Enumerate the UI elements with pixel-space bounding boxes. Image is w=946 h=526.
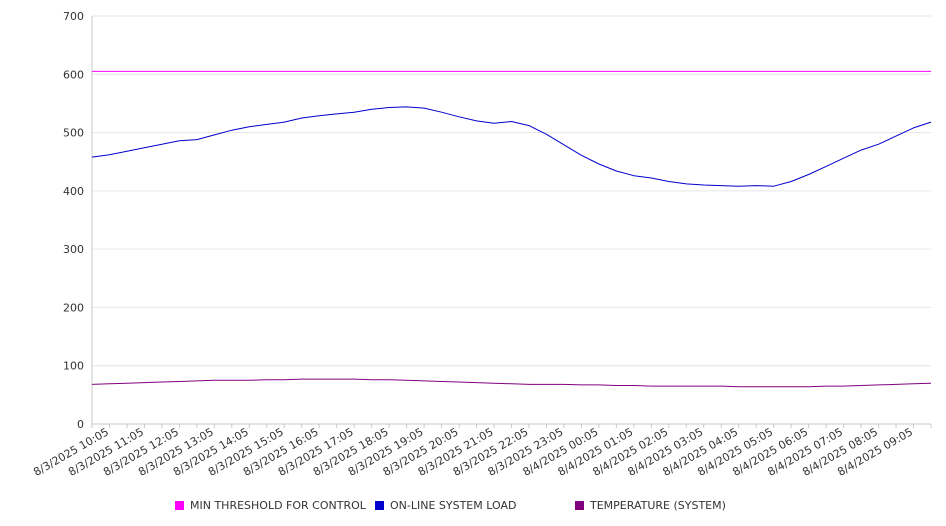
axes bbox=[91, 16, 931, 425]
series-line-1 bbox=[91, 106, 932, 187]
x-axis-ticks bbox=[91, 424, 932, 428]
y-tick-label: 400 bbox=[63, 185, 84, 198]
y-tick-label: 0 bbox=[77, 418, 84, 431]
legend-item-system-load[interactable]: ON-LINE SYSTEM LOAD bbox=[375, 499, 516, 512]
legend-item-temperature[interactable]: TEMPERATURE (SYSTEM) bbox=[575, 499, 726, 512]
legend-swatch-temperature bbox=[575, 501, 584, 510]
legend: MIN THRESHOLD FOR CONTROL ON-LINE SYSTEM… bbox=[0, 499, 946, 513]
y-tick-label: 100 bbox=[63, 360, 84, 373]
series-line-2 bbox=[91, 378, 932, 388]
x-axis-tick-labels: 8/3/2025 10:058/3/2025 11:058/3/2025 12:… bbox=[31, 425, 915, 479]
legend-item-threshold[interactable]: MIN THRESHOLD FOR CONTROL bbox=[175, 499, 366, 512]
series-lines bbox=[91, 70, 932, 388]
legend-label-temperature: TEMPERATURE (SYSTEM) bbox=[590, 499, 726, 512]
y-tick-label: 600 bbox=[63, 68, 84, 81]
legend-swatch-threshold bbox=[175, 501, 184, 510]
gridlines bbox=[92, 15, 931, 367]
y-tick-label: 200 bbox=[63, 301, 84, 314]
legend-swatch-system-load bbox=[375, 501, 384, 510]
legend-label-system-load: ON-LINE SYSTEM LOAD bbox=[390, 499, 517, 512]
y-tick-label: 700 bbox=[63, 10, 84, 23]
y-axis-tick-labels: 0 100 200 300 400 500 600 700 bbox=[63, 10, 84, 431]
line-chart: 0 100 200 300 400 500 600 700 8/3/2025 10:058/3… bbox=[31, 10, 932, 479]
y-tick-label: 500 bbox=[63, 127, 84, 140]
y-tick-label: 300 bbox=[63, 243, 84, 256]
legend-label-threshold: MIN THRESHOLD FOR CONTROL bbox=[190, 499, 366, 512]
